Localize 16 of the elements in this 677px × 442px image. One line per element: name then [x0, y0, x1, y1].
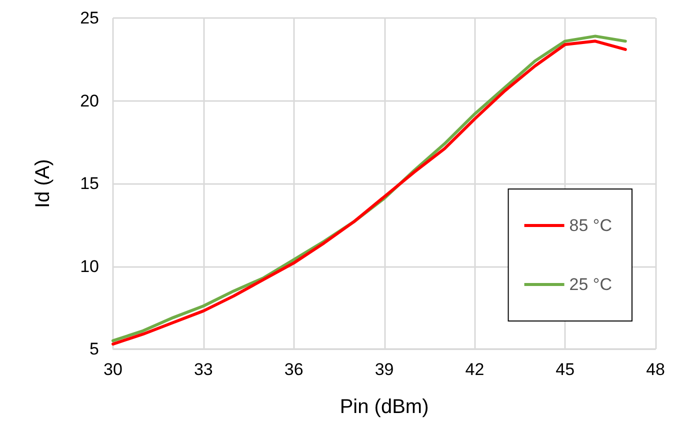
x-tick-label: 45	[556, 360, 575, 379]
y-tick-label: 25	[80, 8, 99, 28]
y-tick-label: 10	[80, 256, 99, 276]
legend-label: 25 °C	[569, 275, 612, 294]
x-tick-label: 39	[374, 360, 394, 379]
y-tick-label: 5	[90, 340, 99, 358]
x-tick-label: 33	[194, 360, 213, 379]
x-tick-label: 48	[646, 360, 666, 379]
y-axis-title: Id (A)	[32, 159, 54, 208]
y-tick-label: 20	[80, 91, 99, 110]
x-tick-label: 30	[104, 360, 122, 379]
x-tick-label: 36	[284, 360, 304, 379]
x-axis-title: Pin (dBm)	[340, 396, 429, 418]
legend-label: 85 °C	[569, 216, 612, 235]
x-tick-label: 42	[465, 360, 484, 379]
y-tick-label: 15	[80, 174, 99, 193]
